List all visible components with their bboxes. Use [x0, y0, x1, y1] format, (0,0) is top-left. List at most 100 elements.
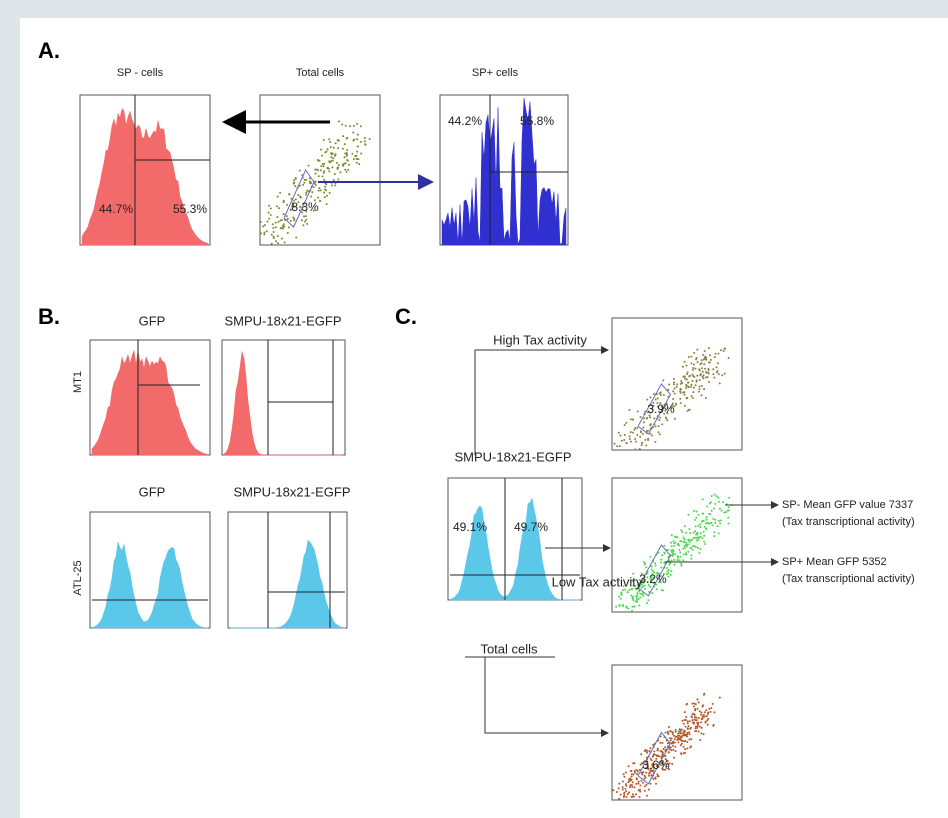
event [668, 383, 671, 386]
event [631, 605, 634, 608]
event [709, 501, 712, 504]
event [720, 509, 723, 512]
event [679, 732, 682, 735]
event [344, 124, 347, 127]
percent: 55.8% [520, 114, 554, 128]
event [687, 550, 690, 553]
event [625, 421, 628, 424]
event [686, 735, 689, 738]
event [703, 525, 706, 528]
event [664, 731, 667, 734]
event [299, 206, 302, 209]
event [662, 748, 665, 751]
event [701, 716, 704, 719]
event [642, 560, 645, 563]
event [276, 216, 279, 219]
event [696, 531, 699, 534]
event [263, 231, 266, 234]
event [672, 390, 675, 393]
event [658, 419, 661, 422]
event [664, 416, 667, 419]
event [653, 750, 656, 753]
event [685, 364, 688, 367]
event [665, 402, 668, 405]
event [352, 158, 355, 161]
event [652, 766, 655, 769]
event [654, 398, 657, 401]
event [622, 589, 625, 592]
event [329, 146, 332, 149]
histogram [91, 350, 209, 456]
event [728, 496, 731, 499]
event [324, 151, 327, 154]
event [319, 199, 322, 202]
event [343, 162, 346, 165]
event [262, 225, 265, 228]
event [696, 348, 699, 351]
event [675, 535, 678, 538]
event [659, 741, 662, 744]
event [701, 537, 704, 540]
event [685, 383, 688, 386]
event [317, 189, 320, 192]
event [640, 753, 643, 756]
event [672, 548, 675, 551]
event [644, 587, 647, 590]
event [672, 540, 675, 543]
event [678, 728, 681, 731]
event [355, 157, 358, 160]
event [686, 373, 689, 376]
event [698, 388, 701, 391]
event [292, 216, 295, 219]
event [650, 576, 653, 579]
event [649, 411, 652, 414]
event [689, 532, 692, 535]
event [672, 744, 675, 747]
event [727, 522, 730, 525]
event [684, 378, 687, 381]
event [706, 719, 709, 722]
event [624, 783, 627, 786]
event [686, 720, 689, 723]
event [679, 388, 682, 391]
event [672, 381, 675, 384]
event [642, 421, 645, 424]
event [323, 178, 326, 181]
event [634, 448, 637, 451]
event [646, 580, 649, 583]
event [282, 223, 285, 226]
histogram [81, 108, 209, 246]
event [342, 147, 345, 150]
event [661, 423, 664, 426]
event [714, 502, 717, 505]
event [694, 384, 697, 387]
event [647, 590, 650, 593]
event [695, 379, 698, 382]
event [686, 733, 689, 736]
event [629, 578, 632, 581]
event [639, 416, 642, 419]
event [679, 397, 682, 400]
event [708, 361, 711, 364]
event [673, 559, 676, 562]
event [622, 773, 625, 776]
event [712, 507, 715, 510]
event [677, 741, 680, 744]
event [718, 382, 721, 385]
event [692, 366, 695, 369]
event [318, 159, 321, 162]
event [343, 156, 346, 159]
event [643, 417, 646, 420]
event [323, 170, 326, 173]
event [652, 401, 655, 404]
event [670, 559, 673, 562]
event [645, 429, 648, 432]
event [312, 209, 315, 212]
event [334, 184, 337, 187]
event [291, 204, 294, 207]
event [690, 554, 693, 557]
event [713, 493, 716, 496]
event [704, 367, 707, 370]
event [638, 590, 641, 593]
event [652, 743, 655, 746]
